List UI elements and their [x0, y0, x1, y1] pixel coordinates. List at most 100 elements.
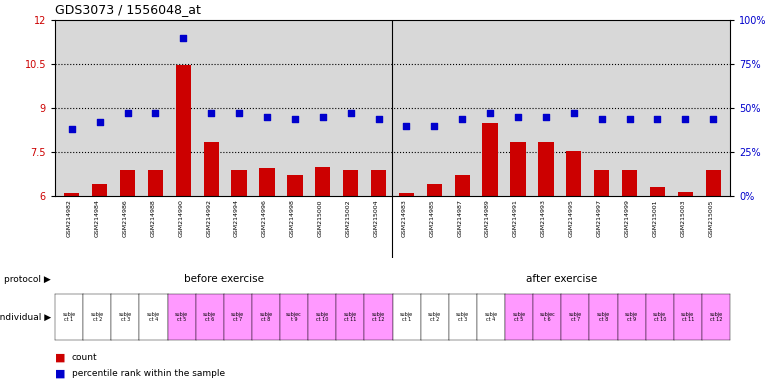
- Text: subje
ct 12: subje ct 12: [709, 311, 722, 323]
- Text: GSM215001: GSM215001: [652, 199, 658, 237]
- Bar: [176, 65, 191, 196]
- Text: GSM214983: GSM214983: [402, 199, 406, 237]
- Point: [66, 126, 78, 132]
- Text: count: count: [72, 354, 98, 362]
- Text: GSM214984: GSM214984: [95, 199, 99, 237]
- Bar: [678, 192, 693, 196]
- Text: GSM214988: GSM214988: [150, 199, 156, 237]
- Bar: [510, 142, 526, 196]
- Text: subjec
t 9: subjec t 9: [286, 311, 302, 323]
- Bar: [705, 170, 721, 196]
- Bar: [371, 170, 386, 196]
- Bar: [288, 175, 302, 196]
- Point: [261, 114, 273, 120]
- Bar: [120, 170, 135, 196]
- Point: [205, 110, 217, 116]
- Point: [595, 116, 608, 122]
- Text: GSM214986: GSM214986: [123, 199, 127, 237]
- Text: subje
ct 2: subje ct 2: [91, 311, 104, 323]
- Text: individual ▶: individual ▶: [0, 313, 51, 321]
- Text: GSM214985: GSM214985: [429, 199, 434, 237]
- Text: GSM214993: GSM214993: [541, 199, 546, 237]
- Text: subje
ct 10: subje ct 10: [653, 311, 666, 323]
- Text: GDS3073 / 1556048_at: GDS3073 / 1556048_at: [55, 3, 201, 16]
- Text: subje
ct 3: subje ct 3: [119, 311, 132, 323]
- Text: GSM215000: GSM215000: [318, 199, 323, 237]
- Point: [540, 114, 552, 120]
- Point: [345, 110, 357, 116]
- Text: GSM214991: GSM214991: [513, 199, 518, 237]
- Point: [428, 122, 440, 129]
- Text: subje
ct 8: subje ct 8: [597, 311, 610, 323]
- Text: subje
ct 4: subje ct 4: [484, 311, 497, 323]
- Text: GSM214996: GSM214996: [262, 199, 267, 237]
- Text: subje
ct 2: subje ct 2: [428, 311, 441, 323]
- Text: percentile rank within the sample: percentile rank within the sample: [72, 369, 225, 379]
- Text: subje
ct 7: subje ct 7: [231, 311, 244, 323]
- Point: [288, 116, 301, 122]
- Text: subje
ct 3: subje ct 3: [456, 311, 470, 323]
- Text: GSM214989: GSM214989: [485, 199, 490, 237]
- Point: [707, 116, 719, 122]
- Bar: [650, 187, 665, 196]
- Text: subje
ct 5: subje ct 5: [175, 311, 188, 323]
- Text: GSM215003: GSM215003: [680, 199, 685, 237]
- Text: GSM214999: GSM214999: [625, 199, 630, 237]
- Text: GSM214992: GSM214992: [206, 199, 211, 237]
- Bar: [204, 142, 219, 196]
- Point: [651, 116, 664, 122]
- Text: subje
ct 8: subje ct 8: [259, 311, 272, 323]
- Point: [233, 110, 245, 116]
- Text: ■: ■: [55, 353, 69, 363]
- Text: GSM214982: GSM214982: [67, 199, 72, 237]
- Bar: [231, 170, 247, 196]
- Text: after exercise: after exercise: [526, 274, 597, 284]
- Point: [456, 116, 469, 122]
- Text: subjec
t 6: subjec t 6: [539, 311, 555, 323]
- Bar: [566, 151, 581, 196]
- Text: subje
ct 5: subje ct 5: [513, 311, 526, 323]
- Point: [567, 110, 580, 116]
- Text: subje
ct 11: subje ct 11: [344, 311, 357, 323]
- Point: [93, 119, 106, 125]
- Text: subje
ct 10: subje ct 10: [315, 311, 328, 323]
- Point: [679, 116, 692, 122]
- Point: [177, 35, 190, 41]
- Text: subje
ct 9: subje ct 9: [625, 311, 638, 323]
- Text: GSM214997: GSM214997: [597, 199, 601, 237]
- Bar: [455, 175, 470, 196]
- Text: GSM215005: GSM215005: [709, 199, 713, 237]
- Bar: [622, 170, 638, 196]
- Point: [400, 122, 412, 129]
- Bar: [399, 193, 414, 196]
- Text: GSM214987: GSM214987: [457, 199, 463, 237]
- Text: subje
ct 1: subje ct 1: [400, 311, 413, 323]
- Text: protocol ▶: protocol ▶: [5, 275, 51, 283]
- Text: subje
ct 6: subje ct 6: [203, 311, 216, 323]
- Text: subje
ct 11: subje ct 11: [682, 311, 695, 323]
- Text: ■: ■: [55, 369, 69, 379]
- Point: [121, 110, 133, 116]
- Bar: [594, 170, 609, 196]
- Bar: [343, 170, 359, 196]
- Point: [150, 110, 162, 116]
- Text: GSM214994: GSM214994: [234, 199, 239, 237]
- Text: subje
ct 12: subje ct 12: [372, 311, 385, 323]
- Text: subje
ct 4: subje ct 4: [146, 311, 160, 323]
- Bar: [315, 167, 331, 196]
- Point: [624, 116, 636, 122]
- Bar: [538, 142, 554, 196]
- Bar: [92, 184, 107, 196]
- Text: GSM215002: GSM215002: [345, 199, 351, 237]
- Text: subje
ct 1: subje ct 1: [62, 311, 76, 323]
- Bar: [483, 122, 498, 196]
- Text: GSM215004: GSM215004: [374, 199, 379, 237]
- Text: GSM214995: GSM214995: [569, 199, 574, 237]
- Text: GSM214998: GSM214998: [290, 199, 295, 237]
- Point: [317, 114, 329, 120]
- Point: [512, 114, 524, 120]
- Text: before exercise: before exercise: [183, 274, 264, 284]
- Text: GSM214990: GSM214990: [178, 199, 183, 237]
- Bar: [426, 184, 442, 196]
- Text: subje
ct 7: subje ct 7: [569, 311, 582, 323]
